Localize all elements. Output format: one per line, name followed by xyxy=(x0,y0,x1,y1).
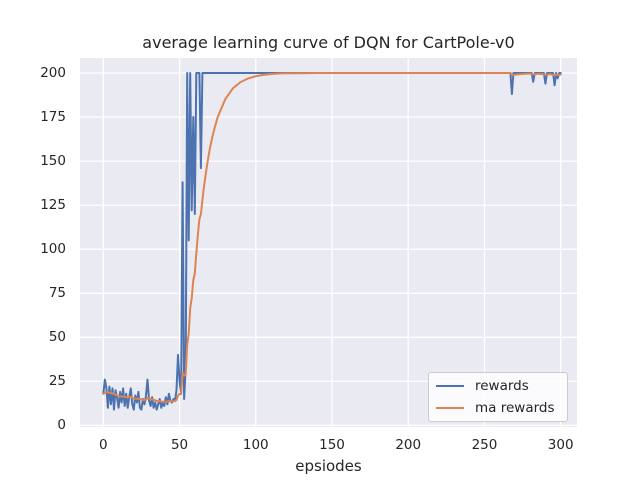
chart-title: average learning curve of DQN for CartPo… xyxy=(142,33,515,52)
legend-item-ma-rewards: ma rewards xyxy=(429,398,567,418)
rewards-line xyxy=(102,72,562,411)
x-axis-label: epsiodes xyxy=(295,457,362,475)
y-tick-label: 50 xyxy=(48,329,66,346)
legend: rewards ma rewards xyxy=(428,372,568,422)
x-tick-label: 50 xyxy=(170,437,189,453)
legend-label-rewards: rewards xyxy=(475,377,529,394)
y-tick-label: 150 xyxy=(40,153,66,170)
plot-canvas xyxy=(80,58,577,427)
x-tick-label: 200 xyxy=(395,437,422,453)
x-tick-label: 150 xyxy=(319,437,345,453)
plot-area xyxy=(80,58,577,427)
x-tick-label: 0 xyxy=(99,437,108,453)
axes-background xyxy=(80,58,577,427)
x-tick-label: 250 xyxy=(471,437,498,453)
legend-label-ma-rewards: ma rewards xyxy=(475,400,555,417)
y-tick-label: 25 xyxy=(48,373,66,390)
y-tick-label: 200 xyxy=(40,64,66,81)
x-tick-label: 300 xyxy=(547,437,574,453)
rewards-line-swatch xyxy=(436,384,464,387)
legend-item-rewards: rewards xyxy=(429,376,567,396)
y-tick-label: 125 xyxy=(40,197,66,214)
y-tick-label: 0 xyxy=(57,417,66,434)
x-tick-label: 100 xyxy=(242,437,269,453)
y-tick-label: 175 xyxy=(40,109,66,126)
y-tick-label: 75 xyxy=(48,285,66,302)
ma-rewards-line xyxy=(102,72,562,403)
y-tick-label: 100 xyxy=(40,241,66,258)
ma-rewards-line-swatch xyxy=(436,407,464,410)
